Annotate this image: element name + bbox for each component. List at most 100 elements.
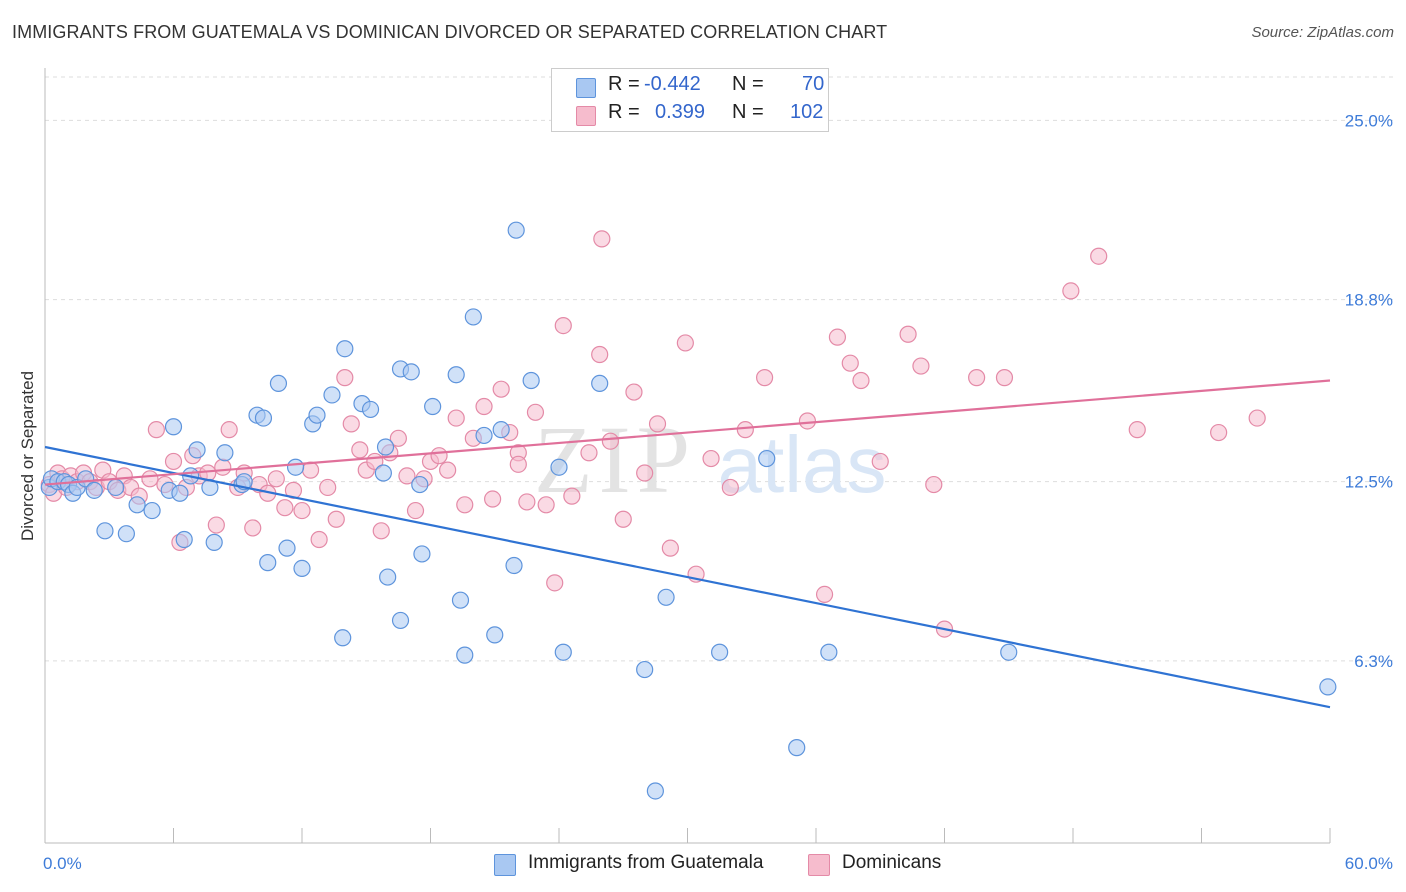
- dominicans-point: [593, 230, 611, 248]
- guatemala-point: [374, 464, 392, 482]
- dominicans-point: [244, 519, 262, 537]
- guatemala-point: [361, 400, 380, 419]
- dominicans-point: [661, 539, 679, 557]
- dominicans-point: [518, 493, 536, 511]
- guatemala-point: [411, 475, 429, 494]
- dominicans-point: [702, 449, 720, 468]
- legend-n-label: N =: [732, 101, 764, 123]
- guatemala-point: [269, 374, 288, 392]
- guatemala-point: [820, 643, 838, 661]
- dominicans-point: [430, 447, 448, 465]
- guatemala-point: [164, 418, 183, 436]
- dominicans-point: [310, 530, 328, 549]
- guatemala-point: [1000, 643, 1018, 661]
- dominicans-point: [1128, 421, 1146, 439]
- dominicans-point: [276, 499, 294, 517]
- dominicans-point: [214, 458, 232, 476]
- y-tick-label: 25.0%: [1345, 111, 1393, 130]
- dominicans-point: [636, 464, 654, 482]
- guatemala-point: [278, 539, 296, 557]
- guatemala-point: [424, 397, 442, 416]
- dominicans-point: [841, 354, 859, 372]
- y-axis-label: Divorced or Separated: [18, 370, 37, 542]
- guatemala-point: [254, 409, 273, 427]
- dominicans-point: [439, 461, 457, 479]
- guatemala-point: [117, 525, 135, 543]
- dominicans-point: [492, 380, 510, 398]
- guatemala-point: [188, 441, 206, 459]
- guatemala-point: [505, 556, 523, 575]
- guatemala-point: [456, 646, 474, 664]
- dominicans-point: [899, 325, 917, 343]
- dominicans-point: [546, 574, 564, 592]
- guatemala-point: [646, 782, 664, 800]
- guatemala-point: [308, 406, 326, 424]
- dominicans-point: [456, 496, 474, 514]
- guatemala-point: [216, 444, 234, 462]
- dominicans-point: [267, 470, 285, 488]
- guatemala-point: [259, 554, 277, 572]
- correlation-legend: R = -0.442 N = 70 R = 0.399 N = 102: [551, 68, 829, 132]
- legend-n-label: N =: [732, 73, 764, 95]
- guatemala-point: [475, 426, 493, 445]
- dominicans-point: [327, 510, 345, 528]
- guatemala-point: [507, 221, 525, 239]
- legend-r-value: -0.442: [644, 73, 701, 95]
- guatemala-point: [293, 559, 311, 577]
- dominicans-point: [563, 487, 581, 505]
- dominicans-point: [995, 369, 1014, 387]
- legend-swatch-blue: [576, 78, 596, 98]
- guatemala-point: [379, 568, 397, 586]
- dominicans-point: [537, 496, 555, 514]
- guatemala-point: [286, 458, 305, 476]
- guatemala-points: [40, 221, 1337, 800]
- legend-swatch-pink: [576, 106, 596, 126]
- trend-lines: [44, 379, 1331, 709]
- y-tick-label: 18.8%: [1345, 291, 1393, 310]
- guatemala-point: [636, 660, 654, 679]
- dominicans-point: [968, 369, 986, 387]
- guatemala-point: [522, 371, 540, 390]
- dominicans-point: [601, 432, 620, 450]
- dominicans-point: [1210, 423, 1228, 442]
- source-label: Source: ZipAtlas.com: [1251, 24, 1394, 41]
- dominicans-point: [447, 409, 465, 427]
- dominicans-point: [721, 478, 739, 497]
- guatemala-point: [657, 588, 675, 606]
- guatemala-point: [391, 611, 410, 630]
- guatemala-point: [492, 421, 510, 439]
- dominicans-point: [351, 441, 369, 459]
- guatemala-point: [77, 470, 95, 488]
- bottom-legend-swatch-blue: [494, 854, 516, 876]
- guatemala-point: [447, 366, 465, 384]
- guatemala-trend-line: [44, 445, 1331, 709]
- bottom-legend-label: Immigrants from Guatemala: [528, 852, 764, 873]
- guatemala-point: [171, 484, 189, 502]
- y-tick-label: 12.5%: [1345, 473, 1393, 492]
- bottom-legend-label: Dominicans: [842, 852, 942, 873]
- dominicans-point: [676, 334, 694, 352]
- dominicans-point: [406, 501, 425, 520]
- dominicans-point: [871, 452, 889, 471]
- guatemala-point: [464, 308, 482, 326]
- dominicans-point: [207, 516, 225, 534]
- dominicans-point: [293, 501, 311, 520]
- guatemala-point: [591, 374, 609, 392]
- chart-title: IMMIGRANTS FROM GUATEMALA VS DOMINICAN D…: [12, 22, 888, 42]
- guatemala-point: [788, 739, 806, 757]
- dominicans-point: [1248, 409, 1266, 427]
- guatemala-point: [143, 501, 161, 520]
- dominicans-point: [828, 328, 847, 346]
- dominicans-point: [342, 415, 360, 433]
- guatemala-point: [85, 481, 103, 499]
- dominicans-point: [755, 369, 774, 387]
- dominicans-point: [141, 470, 159, 488]
- dominicans-point: [591, 345, 609, 364]
- guatemala-point: [96, 522, 114, 540]
- dominicans-point: [798, 412, 817, 430]
- legend-n-value: 70: [802, 73, 825, 95]
- guatemala-point: [758, 449, 776, 468]
- guatemala-point: [711, 643, 729, 661]
- legend-n-value: 102: [790, 101, 824, 123]
- dominicans-point: [580, 444, 598, 462]
